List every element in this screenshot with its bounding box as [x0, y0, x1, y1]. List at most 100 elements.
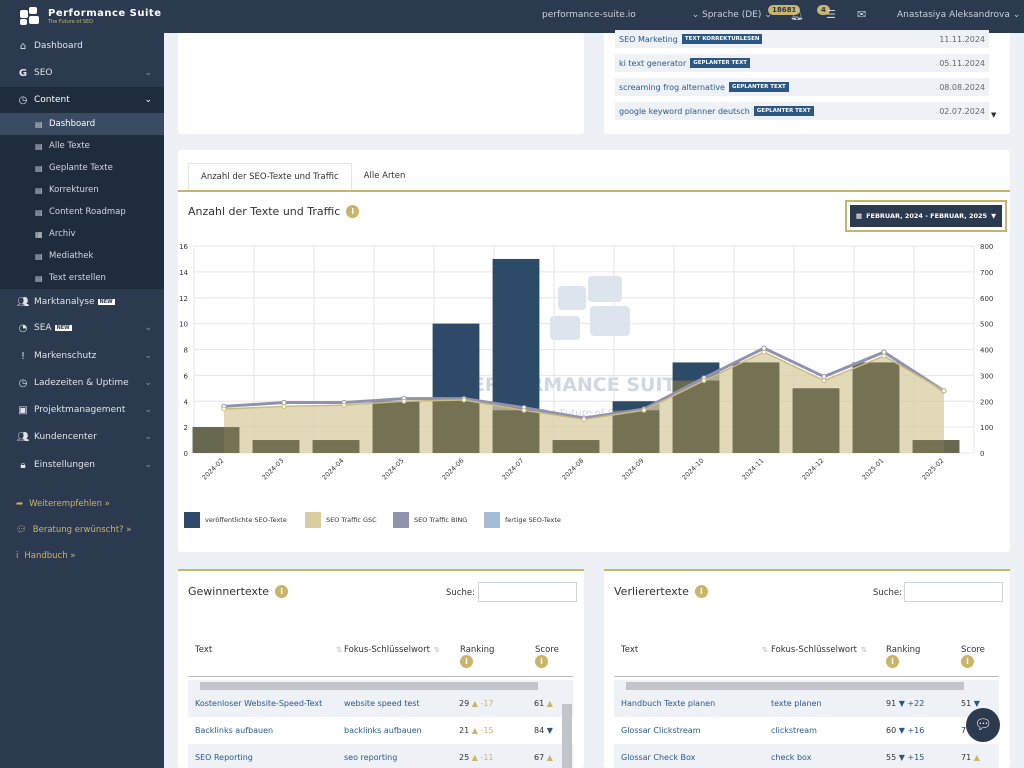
sidebar-item-marktanalyse[interactable]: 👥︎ Marktanalyse NEW [16, 296, 115, 308]
sidebar-item-dashboard[interactable]: ⌂ Dashboard [0, 33, 164, 59]
info-icon[interactable]: i [886, 655, 899, 668]
bar-overlap-2024-05 [372, 401, 420, 453]
sub-item-mediathek[interactable]: ▤ Mediathek [0, 245, 164, 267]
legend-published[interactable]: veröffentlichte SEO-Texte [184, 512, 287, 528]
chat-icon: 💬︎ [16, 525, 27, 535]
weiterempfehlen-link[interactable]: ➦ Weiterempfehlen » [16, 499, 110, 509]
info-icon[interactable]: i [535, 655, 548, 668]
recent-text-row[interactable]: ki text generator GEPLANTER TEXT 05.11.202… [615, 54, 989, 72]
info-icon[interactable]: i [275, 585, 289, 598]
recent-text-row[interactable]: google keyword planner deutsch GEPLANTER … [615, 102, 989, 120]
col-ranking[interactable]: Ranking i [460, 645, 495, 668]
y-right-tick-label: 200 [980, 398, 993, 406]
beratung-link[interactable]: 💬︎ Beratung erwünscht? » [16, 525, 132, 535]
chevron-down-icon: ⌄ [144, 351, 152, 361]
x-tick-label: 2024-05 [381, 457, 406, 482]
col-keyword[interactable]: Fokus-Schlüsselwort ⇅ [771, 645, 867, 655]
scroll-down-icon[interactable]: ▼ [991, 111, 997, 119]
col-ranking[interactable]: Ranking i [886, 645, 921, 668]
sidebar-item-projektmanagement[interactable]: ▣ Projektmanagement ⌄ [0, 397, 164, 423]
sidebar-item-ladezeiten[interactable]: ◷ Ladezeiten & Uptime ⌄ [0, 370, 164, 396]
table-row[interactable]: Glossar Check Box check box 55 ▼ +15 71 … [614, 744, 999, 768]
sort-icon: ⇅ [336, 646, 343, 654]
language-select[interactable]: Sprache (DE) ⌄ [702, 10, 772, 20]
handbuch-link[interactable]: i Handbuch » [16, 551, 76, 561]
users-icon: 👥︎ [16, 296, 30, 308]
domain-select[interactable]: performance-suite.io ⌄ [542, 10, 700, 20]
messages-badge: 4 [817, 5, 830, 15]
sidebar-item-einstellungen[interactable]: 🔒︎ Einstellungen ⌄ [0, 452, 164, 478]
y-left-tick-label: 14 [179, 269, 188, 277]
vertical-scrollbar[interactable] [562, 704, 572, 768]
horizontal-scrollbar[interactable] [188, 680, 573, 692]
x-tick-label: 2024-07 [501, 457, 526, 482]
chevron-down-icon: ⌄ [144, 378, 152, 388]
sub-item-text-erstellen[interactable]: ▤ Text erstellen [0, 267, 164, 289]
table-row[interactable]: Kostenloser Website-Speed-Text website s… [188, 690, 573, 717]
sidebar-item-sea[interactable]: ◔ SEA NEW ⌄ [0, 315, 164, 341]
binoculars-icon: ▣ [18, 404, 28, 416]
y-left-tick-label: 10 [179, 321, 188, 329]
user-menu[interactable]: Anastasiya Aleksandrova ⌄ [897, 10, 1021, 20]
table-row[interactable]: Glossar Clickstream clickstream 60 ▼ +16… [614, 717, 999, 744]
col-keyword[interactable]: Fokus-Schlüsselwort ⇅ [344, 645, 440, 655]
sub-item-dashboard[interactable]: ▤ Dashboard [0, 113, 164, 135]
table-row[interactable]: Handbuch Texte planen texte planen 91 ▼ … [614, 690, 999, 717]
chevron-down-icon: ⌄ [144, 95, 152, 105]
x-tick-label: 2025-01 [861, 457, 886, 482]
y-right-tick-label: 300 [980, 372, 993, 380]
sub-item-korrekturen[interactable]: ▤ Korrekturen [0, 179, 164, 201]
list-icon[interactable]: ☰ [826, 8, 836, 21]
x-tick-label: 2024-04 [321, 457, 346, 482]
sidebar-item-seo[interactable]: G SEO ⌄ [0, 60, 164, 86]
sub-item-alle-texte[interactable]: ▤ Alle Texte [0, 135, 164, 157]
sidebar-item-markenschutz[interactable]: ! Markenschutz ⌄ [0, 343, 164, 369]
tab-seo-texte-traffic[interactable]: Anzahl der SEO-Texte und Traffic [188, 163, 352, 191]
point-gsc-2024-07 [521, 407, 527, 413]
legend-bing[interactable]: SEO Traffic BING [393, 512, 467, 528]
bell-icon[interactable]: 🔔︎ [790, 8, 804, 21]
info-icon: i [16, 551, 19, 561]
legend-fertig[interactable]: fertige SEO-Texte [484, 512, 561, 528]
table-row[interactable]: SEO Reporting seo reporting 25 ▲ -11 67 … [188, 744, 573, 768]
x-tick-label: 2024-02 [201, 457, 226, 482]
sidebar-item-kundencenter[interactable]: 👥︎ Kundencenter ⌄ [16, 431, 152, 443]
chat-button[interactable]: 💬︎ [966, 708, 1000, 742]
table-row[interactable]: Backlinks aufbauen backlinks aufbauen 21… [188, 717, 573, 744]
files-icon: ▤ [35, 273, 43, 283]
sidebar-item-content[interactable]: ◷ Content ⌄ [0, 87, 164, 113]
clock-icon: ◷ [18, 377, 28, 389]
chevron-down-icon: ⌄ [144, 405, 152, 415]
info-icon[interactable]: i [694, 585, 708, 598]
new-badge: NEW [54, 325, 72, 331]
legend-gsc[interactable]: SEO Traffic GSC [305, 512, 377, 528]
top-left-card [178, 33, 584, 134]
bar-overlap-2024-06 [432, 399, 480, 453]
recent-text-row[interactable]: screaming frog alternative GEPLANTER TEXT… [615, 78, 989, 96]
col-text[interactable]: Text ⇅ [195, 645, 343, 655]
date-range-button[interactable]: ▦ FEBRUAR, 2024 - FEBRUAR, 2025 ▼ [845, 200, 1007, 232]
sub-item-content-roadmap[interactable]: ▤ Content Roadmap [0, 201, 164, 223]
col-score[interactable]: Score i [535, 645, 559, 668]
horizontal-scrollbar[interactable] [614, 680, 999, 692]
info-icon[interactable]: i [460, 655, 473, 668]
sub-item-geplante-texte[interactable]: ▤ Geplante Texte [0, 157, 164, 179]
tab-alle-arten[interactable]: Alle Arten [363, 171, 406, 181]
col-score[interactable]: Score i [961, 645, 985, 668]
mail-icon[interactable]: ✉ [857, 8, 867, 21]
info-icon[interactable]: i [346, 205, 360, 218]
divider [178, 190, 1010, 192]
col-text[interactable]: Text ⇅ [621, 645, 769, 655]
chevron-down-icon: ⌄ [144, 432, 152, 442]
sub-item-archiv[interactable]: ▦ Archiv [0, 223, 164, 245]
traffic-chart: PERFORMANCE SUITE The Future of SEO 0 2 4 6… [179, 243, 993, 482]
point-gsc-2024-09 [641, 407, 647, 413]
gewinner-search-input[interactable] [478, 582, 577, 602]
verlierer-search-input[interactable] [904, 582, 1003, 602]
bar-overlap-2025-01 [852, 362, 900, 453]
info-icon[interactable]: i [961, 655, 974, 668]
recent-text-row[interactable]: SEO Marketing TEXT KORREKTURLESEN 11.11.20… [615, 30, 989, 48]
brand-logo[interactable]: Performance Suite The Future of SEO [18, 6, 162, 26]
bar-overlap-2024-08 [552, 440, 600, 453]
bar-overlap-2024-07 [492, 410, 540, 453]
